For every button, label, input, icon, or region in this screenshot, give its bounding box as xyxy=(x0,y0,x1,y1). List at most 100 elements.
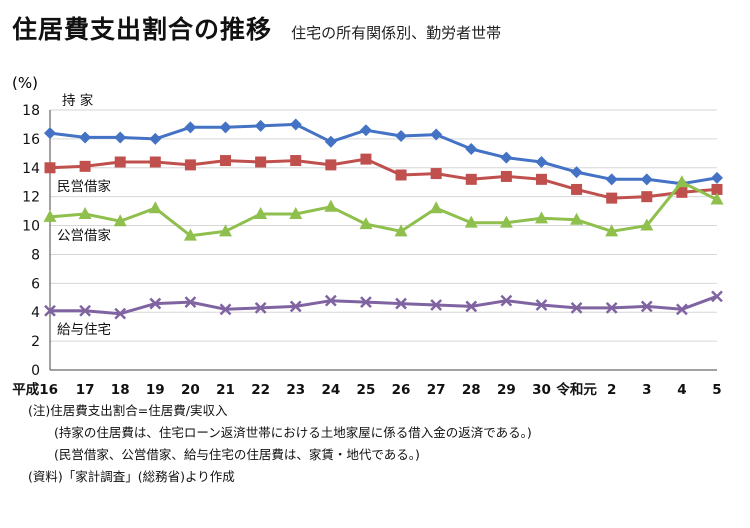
data-point xyxy=(641,191,653,203)
data-point xyxy=(184,296,197,308)
y-tick-label: 2 xyxy=(31,334,40,350)
data-point xyxy=(640,300,653,313)
data-point xyxy=(606,192,618,204)
data-point xyxy=(289,118,302,131)
data-point xyxy=(640,218,654,231)
data-point xyxy=(149,132,162,145)
data-point xyxy=(324,294,337,307)
data-point xyxy=(395,297,407,310)
series-group xyxy=(43,118,724,320)
data-point xyxy=(710,192,724,205)
x-tick-label: 21 xyxy=(216,382,235,398)
y-tick-label: 16 xyxy=(22,132,40,148)
series-label-1: 民営借家 xyxy=(57,178,111,195)
data-point xyxy=(465,173,477,185)
data-point xyxy=(149,156,161,168)
data-point xyxy=(255,156,267,168)
data-point xyxy=(359,217,373,230)
x-tick-label: 22 xyxy=(251,382,270,398)
data-point xyxy=(79,131,92,144)
data-point xyxy=(114,156,126,168)
data-point xyxy=(254,119,267,132)
data-point xyxy=(44,127,56,140)
data-point xyxy=(254,207,268,219)
axes xyxy=(49,110,717,371)
data-point xyxy=(465,300,478,313)
series-0 xyxy=(44,118,723,190)
data-point xyxy=(711,290,723,303)
data-point xyxy=(360,296,372,308)
data-point xyxy=(640,173,653,186)
x-tick-labels: 平成16 17 18 19 20 21 22 23 24 25 26 27 28 29 30 令和元 2 3 4 5 xyxy=(12,381,722,398)
series-2 xyxy=(43,175,724,241)
y-tick-label: 4 xyxy=(31,305,40,321)
x-tick-label: 4 xyxy=(677,382,686,398)
y-tick-label: 12 xyxy=(22,190,40,206)
data-point xyxy=(711,171,723,184)
data-point xyxy=(571,183,583,195)
data-point xyxy=(534,211,548,224)
chart-subtitle: 住宅の所有関係別、勤労者世帯 xyxy=(291,24,502,42)
y-tick-label: 10 xyxy=(22,219,40,235)
series-line xyxy=(50,294,718,316)
x-tick-label: 25 xyxy=(357,382,376,398)
data-point xyxy=(184,121,197,134)
data-point xyxy=(289,207,303,219)
data-point xyxy=(395,169,407,181)
series-3 xyxy=(44,290,723,320)
data-point xyxy=(254,302,267,314)
x-tick-label: 20 xyxy=(181,382,200,398)
y-tick-label: 14 xyxy=(22,161,40,177)
x-tick-label: 30 xyxy=(532,382,551,398)
data-point xyxy=(676,303,688,316)
data-point xyxy=(464,215,478,228)
title-row: 住居費支出割合の推移 住宅の所有関係別、勤労者世帯 xyxy=(12,10,501,46)
data-point xyxy=(324,135,337,148)
x-tick-label: 5 xyxy=(712,382,721,398)
data-point xyxy=(711,183,723,195)
data-point xyxy=(535,299,548,311)
data-point xyxy=(605,302,618,314)
data-point xyxy=(395,130,408,142)
data-point xyxy=(184,159,196,171)
notes: (注)住居費支出割合=住居費/実収入 (持家の住居費は、住宅ローン返済世帯におけ… xyxy=(28,400,532,488)
data-point xyxy=(79,160,91,172)
data-point xyxy=(500,294,513,307)
x-tick-label: 2 xyxy=(607,382,616,398)
x-tick-label: 19 xyxy=(146,382,165,398)
data-point xyxy=(79,304,91,317)
data-point xyxy=(605,224,619,237)
data-point xyxy=(324,199,338,212)
data-point xyxy=(289,300,302,313)
data-point xyxy=(114,307,127,320)
x-tick-label: 令和元 xyxy=(555,381,597,398)
note-source: (資料)「家計調査」(総務省)より作成 xyxy=(28,469,235,484)
series-line xyxy=(49,122,718,186)
data-point xyxy=(394,224,408,237)
data-point xyxy=(78,207,92,219)
series-1 xyxy=(44,153,723,204)
x-tick-label: 27 xyxy=(427,382,446,398)
data-point xyxy=(219,121,232,134)
x-tick-label: 18 xyxy=(111,382,130,398)
x-tick-label: 平成16 xyxy=(12,381,58,398)
data-point xyxy=(44,162,56,174)
x-tick-label: 29 xyxy=(497,382,516,398)
data-point xyxy=(570,166,583,179)
data-point xyxy=(183,228,197,241)
data-point xyxy=(535,173,547,185)
y-tick-label: 6 xyxy=(31,276,40,292)
data-point xyxy=(325,159,337,171)
note-rental-housing: (民営借家、公営借家、給与住宅の住居費は、家賃・地代である。) xyxy=(54,447,420,462)
y-tick-label: 18 xyxy=(22,103,40,119)
series-label-0: 持 家 xyxy=(62,92,94,109)
x-tick-label: 3 xyxy=(642,382,651,398)
x-tick-label: 17 xyxy=(76,382,95,398)
data-point xyxy=(149,297,162,310)
data-point xyxy=(465,143,478,155)
x-tick-label: 23 xyxy=(286,382,305,398)
series-line xyxy=(49,180,718,238)
data-point xyxy=(605,173,618,186)
